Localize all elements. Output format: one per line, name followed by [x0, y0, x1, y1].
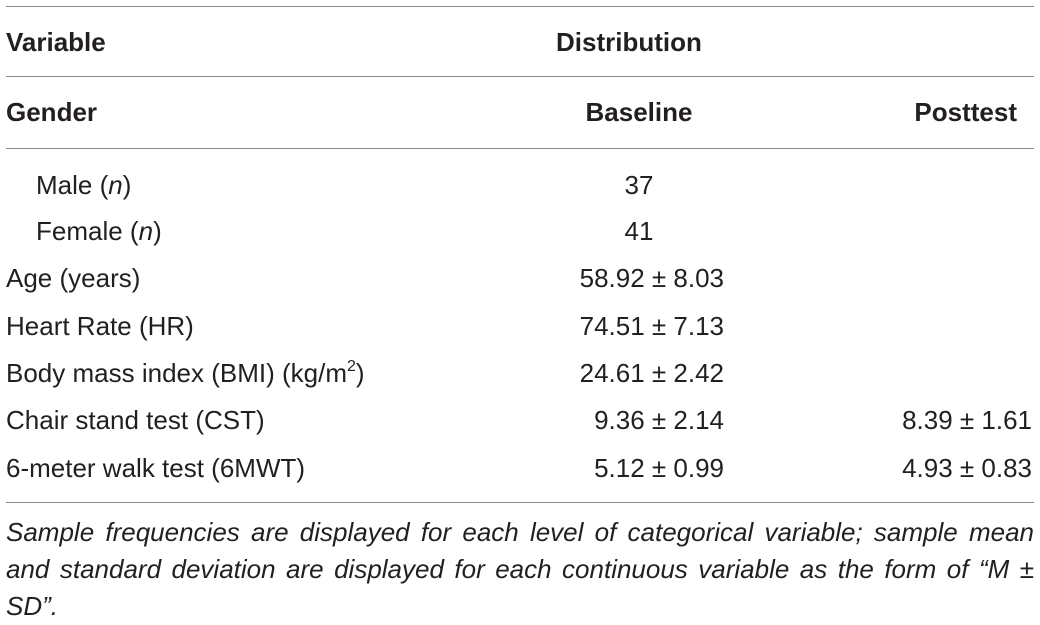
table-row-label: 6-meter walk test (6MWT): [6, 453, 306, 483]
table-row-baseline: 41: [624, 216, 654, 246]
header-gender: Gender: [6, 97, 98, 127]
table-row-label: Chair stand test (CST): [6, 405, 265, 435]
header-baseline: Baseline: [585, 97, 693, 127]
header-divider-1: [6, 76, 1034, 77]
table-row-baseline: 37: [624, 170, 654, 200]
header-distribution: Distribution: [556, 27, 702, 57]
table-row-posttest: 8.39 ± 1.61: [902, 405, 1032, 435]
header-posttest: Posttest: [914, 97, 1017, 127]
table-row-baseline: 58.92 ± 8.03: [579, 263, 724, 293]
table-row-baseline: 9.36 ± 2.14: [594, 405, 724, 435]
table-row-label: Male (n): [36, 170, 132, 200]
header-divider-2: [6, 148, 1034, 149]
table-top-rule: [6, 6, 1034, 7]
table-row-label: Heart Rate (HR): [6, 311, 194, 341]
table-row-posttest: 4.93 ± 0.83: [902, 453, 1032, 483]
table-row-label: Body mass index (BMI) (kg/m2): [6, 358, 365, 388]
table-row-baseline: 74.51 ± 7.13: [579, 311, 724, 341]
table-row-label: Female (n): [36, 216, 162, 246]
table-row-label: Age (years): [6, 263, 141, 293]
table-row-baseline: 5.12 ± 0.99: [594, 453, 724, 483]
header-variable: Variable: [6, 27, 106, 57]
table-footnote: Sample frequencies are displayed for eac…: [6, 517, 1034, 621]
table-row-baseline: 24.61 ± 2.42: [579, 358, 724, 388]
table-bottom-rule: [6, 502, 1034, 503]
